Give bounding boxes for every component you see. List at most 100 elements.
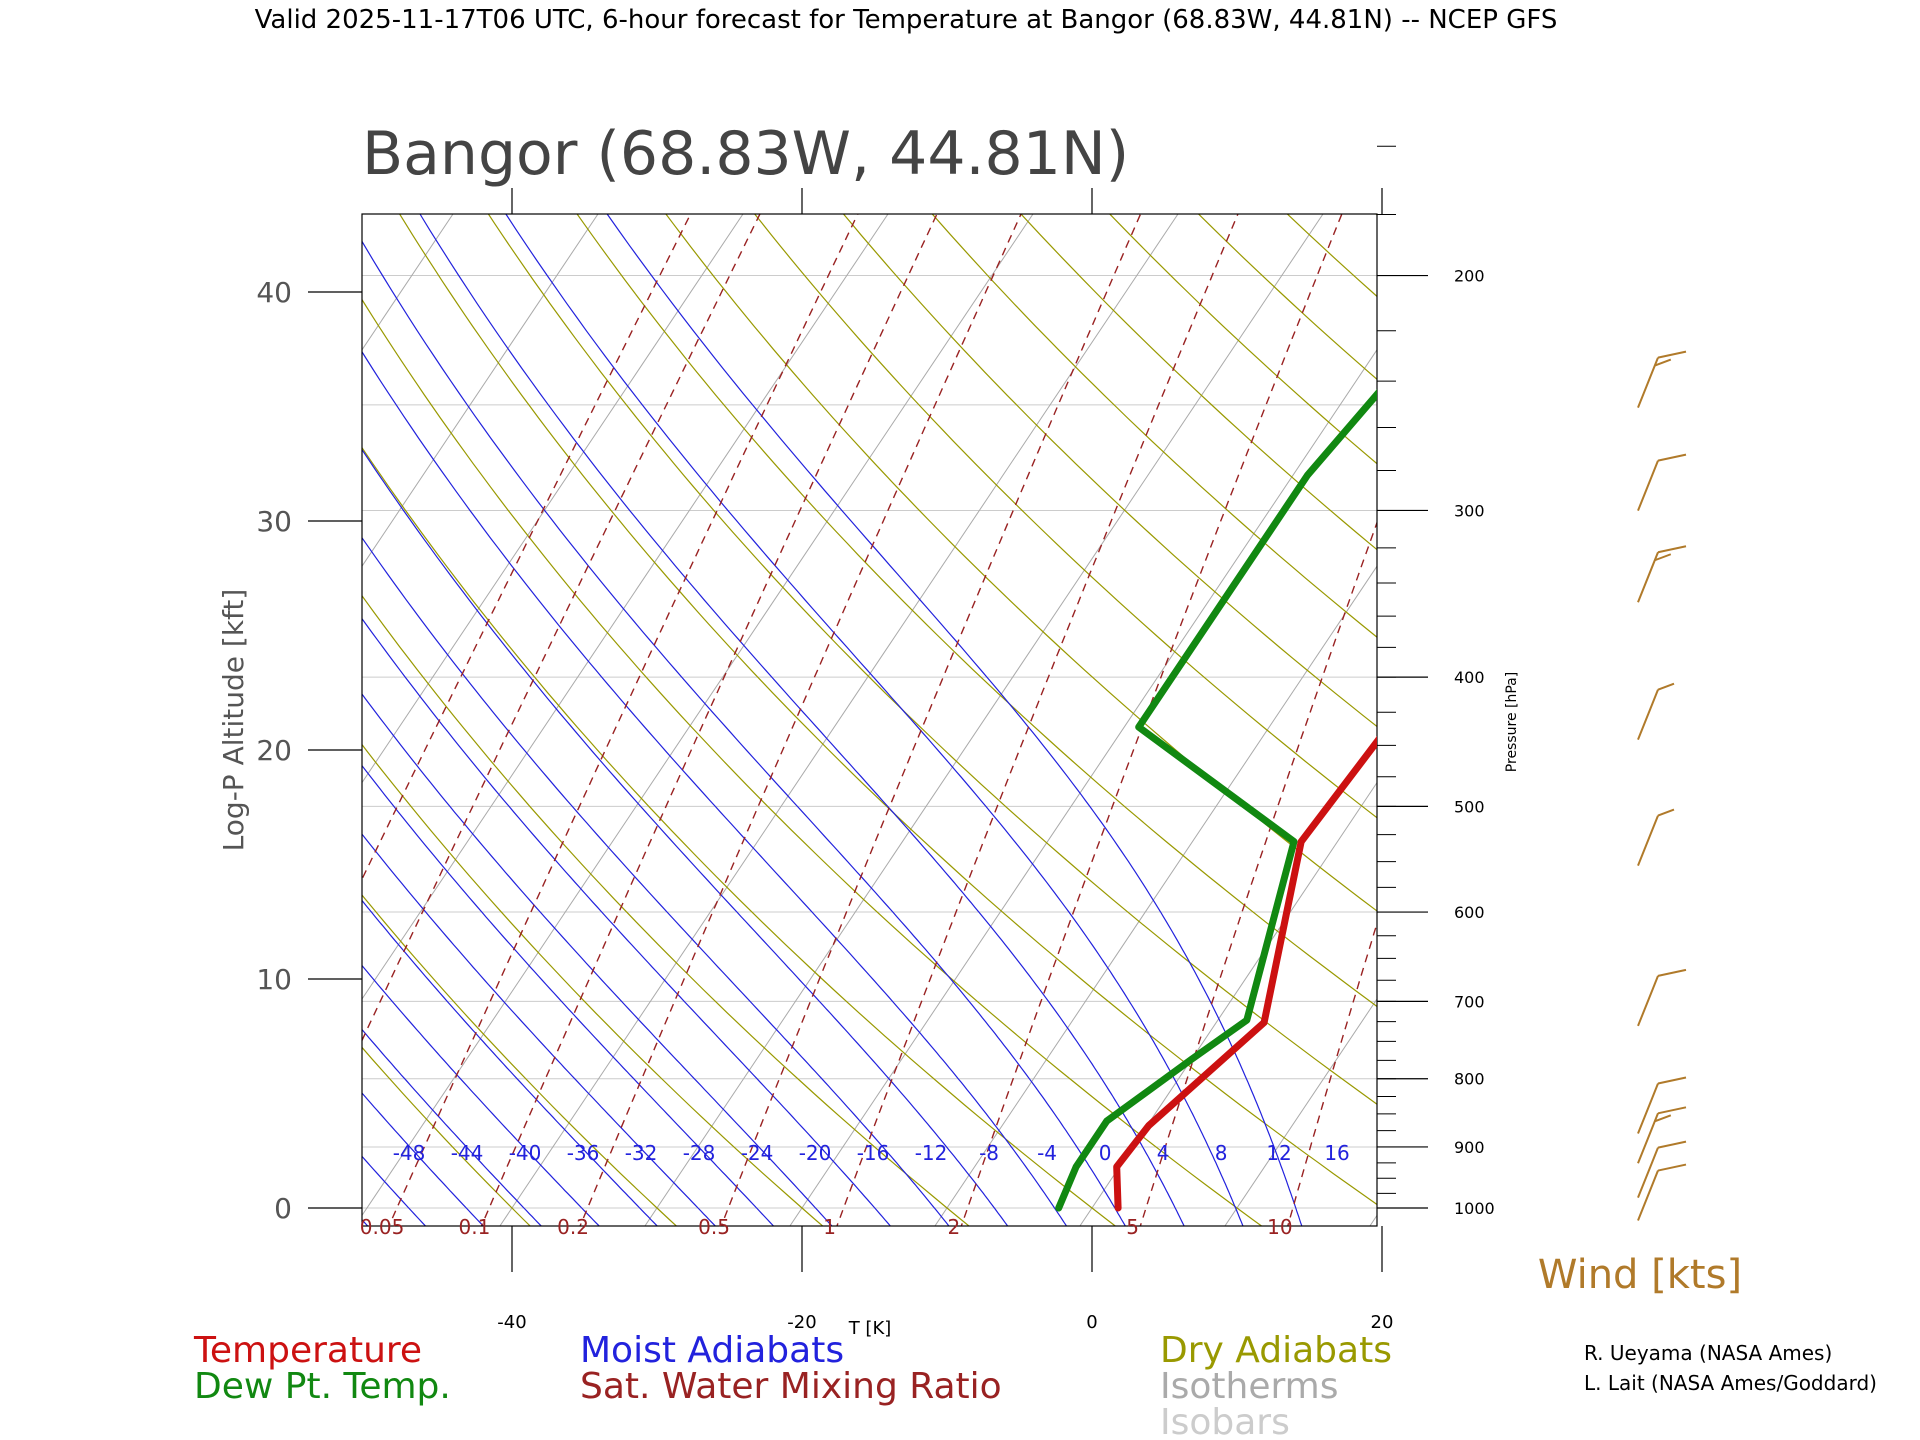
mixing-ratio-line [362, 214, 692, 881]
wind-barb-flag [1654, 553, 1672, 562]
wind-barb [1637, 968, 1687, 1027]
dry-adiabat-line [1020, 214, 1377, 551]
moist-adiabat-label: 12 [1266, 1141, 1291, 1165]
moist-adiabat-line [362, 536, 950, 1226]
moist-adiabat-label: -36 [567, 1141, 600, 1165]
moist-adiabat-line [362, 1092, 485, 1226]
mixing-ratio-label: 0.1 [459, 1215, 491, 1239]
moist-adiabat-label: 0 [1099, 1141, 1112, 1165]
station-title: Bangor (68.83W, 44.81N) [362, 119, 1129, 189]
dry-adiabat-line [362, 894, 678, 1226]
plot-frame [361, 213, 1378, 1227]
isotherm-line [0, 214, 308, 1226]
mixing-ratio-line [480, 214, 938, 1226]
wind-barb [1637, 808, 1675, 866]
wind-barb-flag [1654, 1114, 1672, 1123]
moist-adiabat-line [362, 350, 1068, 1226]
wind-barb-flag [1657, 545, 1687, 554]
temperature-tick-label: 0 [1086, 1312, 1097, 1333]
moist-adiabat-label: -12 [915, 1141, 948, 1165]
mixing-ratio-label: 1 [823, 1215, 836, 1239]
legend-dry-adiabats: Dry Adiabats [1160, 1330, 1392, 1371]
pressure-axis-label: Pressure [hPa] [1504, 672, 1520, 772]
dry-adiabat-line [753, 214, 1377, 819]
wind-barb [1637, 350, 1687, 408]
pressure-tick-label: 500 [1454, 797, 1485, 816]
wind-barb-flag [1657, 968, 1687, 977]
mixing-ratio-line [1613, 200, 1881, 1231]
legend-mixing-ratio: Sat. Water Mixing Ratio [580, 1366, 1002, 1407]
isobar-lines [362, 275, 1377, 1209]
isotherm-line [644, 214, 1324, 1226]
mixing-ratio-label: 0.2 [557, 1215, 589, 1239]
isotherm-line [0, 214, 18, 1226]
wind-barb-staff [1637, 689, 1659, 741]
dry-adiabat-line [931, 214, 1377, 638]
moist-adiabat-line [362, 617, 892, 1226]
dry-adiabat-lines [362, 214, 1377, 1226]
altitude-tick-label: 0 [274, 1192, 292, 1225]
legend-dewpoint: Dew Pt. Temp. [194, 1366, 451, 1407]
moist-adiabat-line [505, 214, 1244, 1226]
wind-barb-staff [1637, 1147, 1659, 1199]
profile-series [1055, 388, 1377, 1212]
mixing-ratio-line [836, 214, 1239, 1226]
moist-adiabat-label: -40 [509, 1141, 542, 1165]
mixing-ratio-label: 2 [947, 1215, 960, 1239]
moist-adiabat-label: -32 [625, 1141, 658, 1165]
isotherm-line [1224, 998, 1377, 1226]
dry-adiabat-line [362, 594, 970, 1226]
chart-title: Valid 2025-11-17T06 UTC, 6-hour forecast… [255, 5, 1558, 35]
legend-isotherms: Isotherms [1160, 1366, 1338, 1407]
pressure-tick-label: 900 [1454, 1138, 1485, 1157]
moist-adiabat-line [362, 764, 775, 1226]
wind-barb-staff [1637, 1170, 1659, 1221]
wind-label: Wind [kts] [1538, 1252, 1742, 1298]
isotherm-line [499, 214, 1179, 1226]
mixing-ratio-lines [362, 200, 1881, 1231]
moist-adiabat-lines [362, 214, 1303, 1226]
dry-adiabat-line [362, 743, 824, 1226]
isotherm-line [362, 214, 889, 1000]
legend-isobars: Isobars [1160, 1402, 1290, 1440]
pressure-tick-label: 600 [1454, 903, 1485, 922]
moist-adiabat-line [362, 1028, 543, 1226]
mixing-ratio-line [579, 214, 1022, 1226]
wind-barb-flag [1657, 350, 1687, 359]
temperature-line [1113, 735, 1377, 1212]
isotherm-line [362, 214, 1034, 1217]
pressure-tick-label: 200 [1454, 267, 1485, 286]
mixing-ratio-line [388, 214, 859, 1226]
mixing-ratio-label: 0.05 [360, 1215, 405, 1239]
moist-adiabat-line [362, 964, 601, 1226]
mixing-ratio-line [720, 214, 1142, 1226]
pressure-tick-label: 1000 [1454, 1199, 1495, 1218]
wind-barb-flag [1657, 1076, 1687, 1085]
moist-adiabat-line [362, 1218, 369, 1226]
mixing-ratio-label: 5 [1126, 1215, 1139, 1239]
background-line-labels: -48 -44 -40 -36 -32 -28 -24 -20 -16 -12 -8 -4 0 4 8 12 1… [360, 1141, 1350, 1239]
legend: Temperature Dew Pt. Temp. Moist Adiabats… [193, 1330, 1392, 1440]
wind-barb-flag [1657, 682, 1675, 691]
dry-adiabat-line [362, 446, 1117, 1226]
dry-adiabat-line [1108, 214, 1377, 465]
legend-temperature: Temperature [193, 1330, 422, 1371]
dry-adiabat-line [398, 214, 1377, 1206]
wind-barb-staff [1637, 460, 1659, 512]
isotherm-line [789, 348, 1377, 1226]
wind-barbs [1637, 350, 1687, 1221]
moist-adiabat-label: -4 [1037, 1141, 1057, 1165]
wind-barb-flag [1657, 453, 1687, 462]
isotherm-line [362, 214, 744, 784]
wind-barb [1637, 545, 1687, 603]
wind-barb-flag [1657, 808, 1675, 817]
wind-barb [1637, 682, 1675, 741]
dewpoint-line [1055, 388, 1377, 1212]
isotherm-line [934, 565, 1377, 1226]
pressure-tick-label: 800 [1454, 1070, 1485, 1089]
x-axis-label: T [K] [848, 1318, 892, 1339]
dry-adiabat-line [1375, 214, 1377, 216]
moist-adiabat-label: -8 [979, 1141, 999, 1165]
credit-line-2: L. Lait (NASA Ames/Goddard) [1584, 1371, 1877, 1395]
